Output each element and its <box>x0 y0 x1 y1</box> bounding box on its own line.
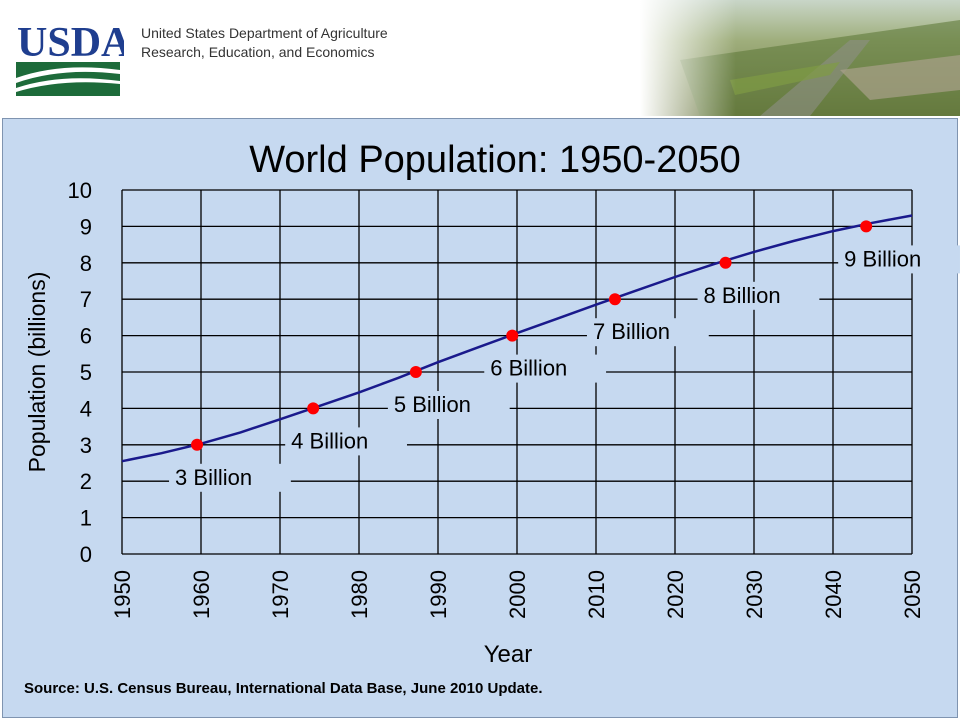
milestone-marker-9 <box>860 220 873 233</box>
milestone-markers: 3 Billion 4 Billion 5 Billion 6 Billion 7 Bi… <box>169 220 960 492</box>
y-axis-label: Population (billions) <box>24 272 50 473</box>
x-tick-labels: 1950 1960 1970 1980 1990 2000 2010 2020 2030 2040… <box>110 570 925 619</box>
agency-line-1: United States Department of Agriculture <box>141 25 388 41</box>
milestone-marker-4 <box>307 402 320 415</box>
milestone-label-6: 6 Billion <box>490 356 567 381</box>
milestone-marker-3 <box>191 438 204 451</box>
y-tick-0: 0 <box>80 542 92 567</box>
x-tick-1990: 1990 <box>426 570 451 619</box>
milestone-marker-7 <box>608 293 621 306</box>
x-tick-2000: 2000 <box>505 570 530 619</box>
source-note: Source: U.S. Census Bureau, Internationa… <box>24 680 543 697</box>
y-tick-7: 7 <box>80 287 92 312</box>
agency-line-2: Research, Education, and Economics <box>141 44 375 60</box>
x-tick-2030: 2030 <box>742 570 767 619</box>
y-tick-9: 9 <box>80 214 92 239</box>
header: USDA United States Department of Agricul… <box>0 0 960 116</box>
x-tick-1970: 1970 <box>268 570 293 619</box>
usda-logo: USDA <box>16 20 124 96</box>
aerial-landscape-photo <box>640 0 960 116</box>
y-tick-1: 1 <box>80 506 92 531</box>
x-tick-2020: 2020 <box>663 570 688 619</box>
agency-name: United States Department of Agriculture … <box>141 24 388 62</box>
milestone-marker-6 <box>506 329 519 342</box>
milestone-label-bg-3 <box>169 463 291 492</box>
y-tick-10: 10 <box>68 178 92 203</box>
population-line-chart: World Population: 1950-2050 0 1 2 3 4 5 6 7 8 9 10… <box>24 139 960 668</box>
chart-title: World Population: 1950-2050 <box>249 139 741 181</box>
x-tick-1980: 1980 <box>347 570 372 619</box>
milestone-label-bg-6 <box>484 354 607 383</box>
milestone-label-5: 5 Billion <box>394 392 471 417</box>
y-tick-6: 6 <box>80 324 92 349</box>
milestone-label-9: 9 Billion <box>844 246 921 271</box>
milestone-marker-8 <box>719 256 732 269</box>
milestone-label-bg-9 <box>838 245 960 274</box>
milestone-marker-5 <box>409 366 422 378</box>
milestone-label-4: 4 Billion <box>291 428 368 453</box>
milestone-label-bg-5 <box>387 391 510 419</box>
milestone-label-bg-4 <box>285 427 407 456</box>
milestone-label-3: 3 Billion <box>175 465 252 490</box>
milestone-label-7: 7 Billion <box>593 319 670 344</box>
milestone-label-bg-8 <box>697 281 820 310</box>
x-tick-1960: 1960 <box>189 570 214 619</box>
y-tick-labels: 0 1 2 3 4 5 6 7 8 9 10 <box>68 178 92 567</box>
y-tick-4: 4 <box>80 396 92 421</box>
x-tick-2050: 2050 <box>900 570 925 619</box>
y-tick-8: 8 <box>80 251 92 276</box>
milestone-label-bg-7 <box>586 318 709 347</box>
x-tick-1950: 1950 <box>110 570 135 619</box>
y-tick-3: 3 <box>80 433 92 458</box>
y-tick-2: 2 <box>80 469 92 494</box>
milestone-label-8: 8 Billion <box>704 283 781 308</box>
x-tick-2010: 2010 <box>584 570 609 619</box>
y-tick-5: 5 <box>80 360 92 385</box>
x-axis-label: Year <box>484 641 533 668</box>
usda-logo-text: USDA <box>17 20 124 66</box>
x-tick-2040: 2040 <box>821 570 846 619</box>
